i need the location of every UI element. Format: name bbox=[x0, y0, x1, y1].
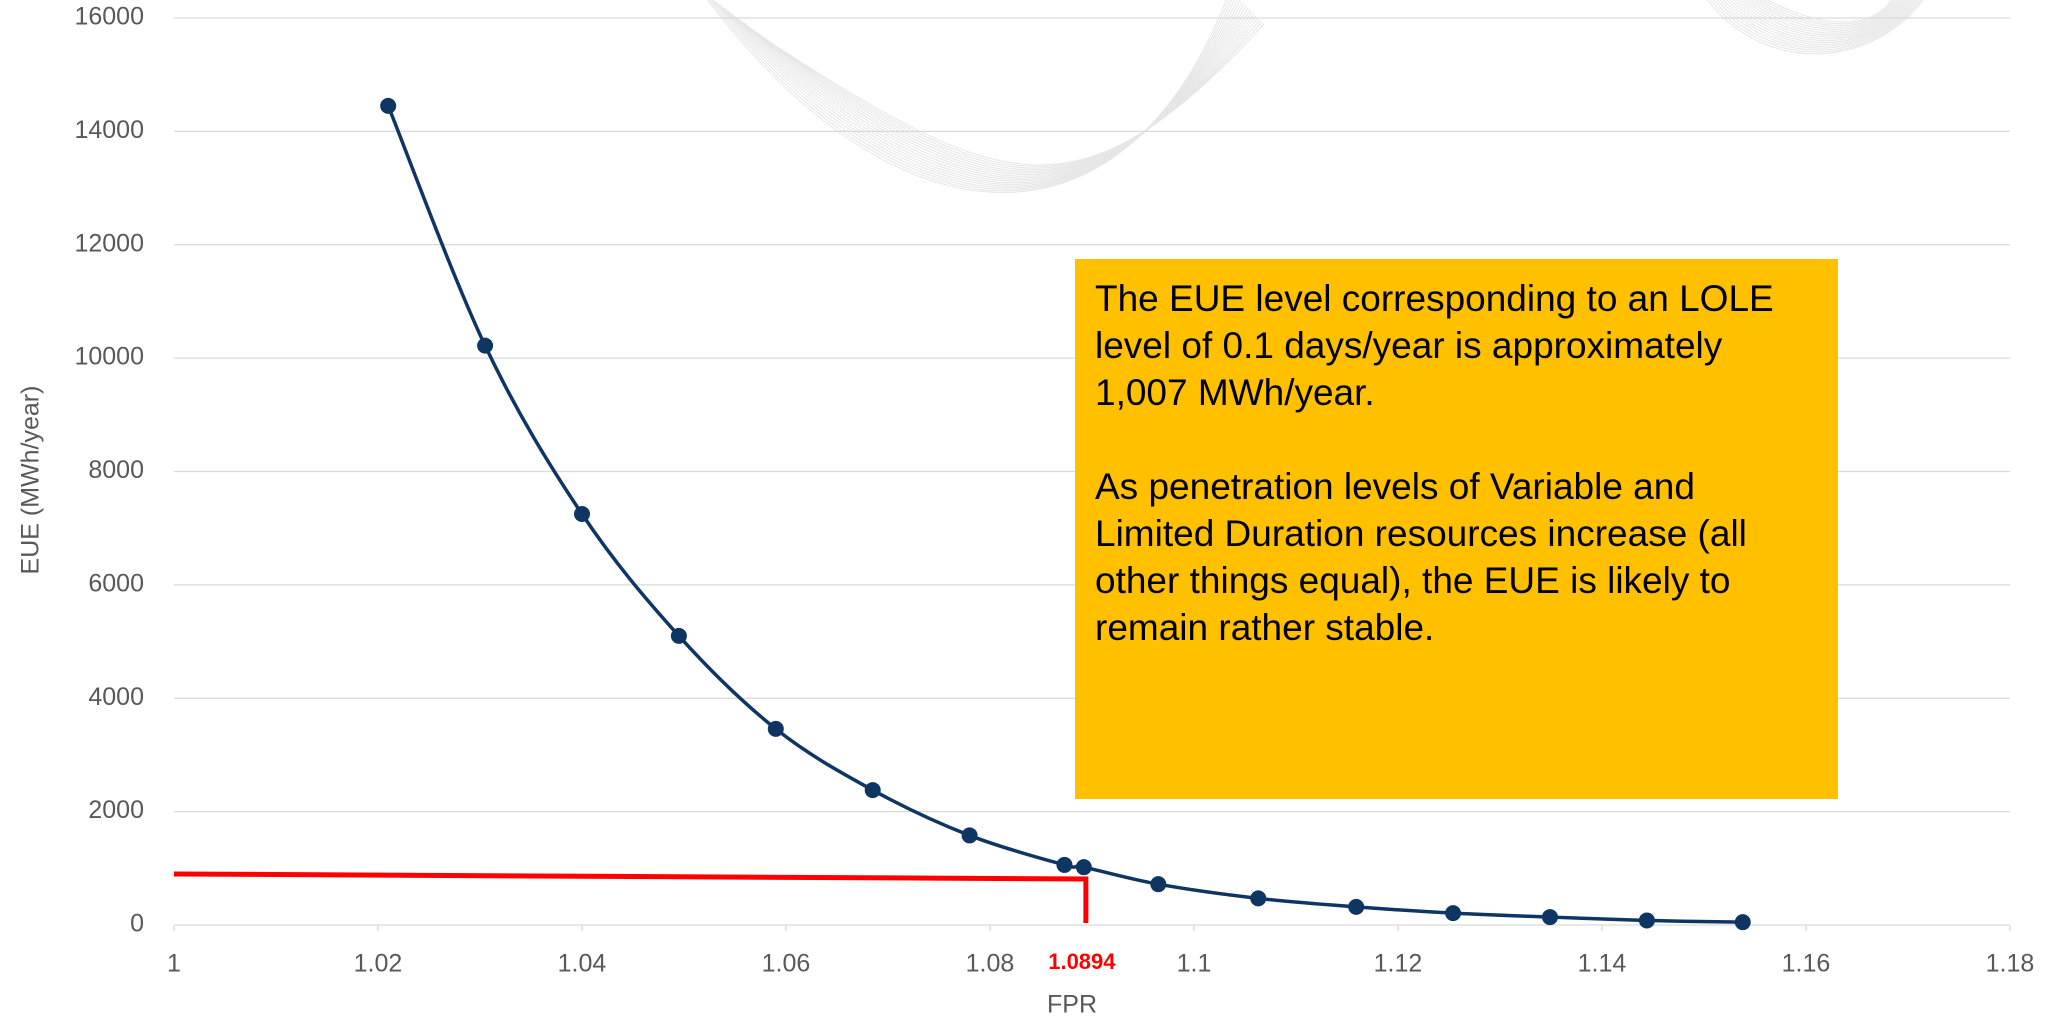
background-decoration bbox=[700, 0, 1930, 193]
y-tick-label: 0 bbox=[130, 910, 144, 938]
x-axis-title: FPR bbox=[1047, 991, 1097, 1019]
x-tick-label: 1.16 bbox=[1782, 950, 1831, 978]
reference-label: 1.0894 bbox=[1048, 949, 1116, 974]
data-point bbox=[1150, 876, 1166, 892]
y-tick-label: 6000 bbox=[88, 569, 144, 597]
x-tick-label: 1.1 bbox=[1177, 950, 1212, 978]
annotation-text: The EUE level corresponding to an LOLE l… bbox=[1095, 275, 1818, 416]
data-point bbox=[1348, 899, 1364, 915]
data-point bbox=[768, 721, 784, 737]
x-tick-label: 1.08 bbox=[966, 950, 1015, 978]
data-point bbox=[380, 98, 396, 114]
y-tick-label: 4000 bbox=[88, 683, 144, 711]
x-tick-label: 1.18 bbox=[1986, 950, 2035, 978]
data-point bbox=[1076, 859, 1092, 875]
data-point bbox=[1542, 909, 1558, 925]
data-point bbox=[1250, 890, 1266, 906]
x-tick-label: 1.04 bbox=[558, 950, 607, 978]
data-point bbox=[1445, 905, 1461, 921]
annotation-box: The EUE level corresponding to an LOLE l… bbox=[1075, 259, 1838, 799]
data-point bbox=[574, 506, 590, 522]
y-tick-label: 12000 bbox=[74, 229, 144, 257]
data-point bbox=[477, 338, 493, 354]
y-tick-label: 14000 bbox=[74, 116, 144, 144]
data-point bbox=[865, 782, 881, 798]
reference-line bbox=[174, 874, 1086, 923]
y-tick-label: 2000 bbox=[88, 796, 144, 824]
x-tick-label: 1.02 bbox=[354, 950, 403, 978]
page: FPR EUE (MWh/year) 0 2000 4000 6000 8000 1000… bbox=[0, 0, 2050, 1024]
y-tick-label: 8000 bbox=[88, 456, 144, 484]
data-point bbox=[1735, 914, 1751, 930]
y-axis-title: EUE (MWh/year) bbox=[17, 386, 45, 575]
y-tick-label: 16000 bbox=[74, 3, 144, 31]
x-tick-label: 1.14 bbox=[1578, 950, 1627, 978]
x-tick-label: 1 bbox=[167, 950, 181, 978]
x-tick-label: 1.12 bbox=[1374, 950, 1423, 978]
annotation-text: As penetration levels of Variable and Li… bbox=[1095, 463, 1818, 651]
y-tick-label: 10000 bbox=[74, 343, 144, 371]
x-tick-label: 1.06 bbox=[762, 950, 811, 978]
data-point bbox=[1056, 857, 1072, 873]
data-point bbox=[962, 827, 978, 843]
data-point bbox=[671, 628, 687, 644]
data-point bbox=[1639, 912, 1655, 928]
